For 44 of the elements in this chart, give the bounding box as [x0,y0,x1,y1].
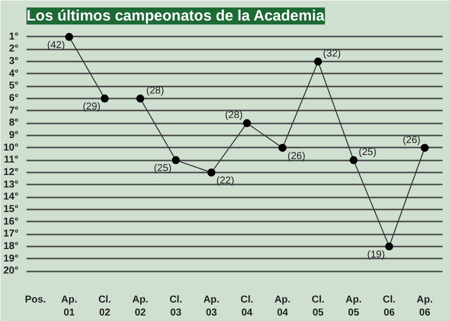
x-tick-label: Cl. 05 [312,294,325,319]
x-tick-label: Ap. 03 [203,294,220,319]
x-tick-label: Ap. 04 [274,294,291,319]
y-tick-label: 18° [3,240,19,252]
y-tick-label: 13° [3,179,19,190]
annotation: (19) [367,249,385,260]
annotation: (28) [224,110,243,122]
x-tick-label: Ap. 05 [346,294,362,319]
y-tick-label: 4° [8,68,18,80]
annotation: (25) [358,147,376,158]
chart-title: Los últimos campeonatos de la Academia [26,8,326,24]
x-axis-title: Pos. [24,294,46,306]
y-tick-label: 17° [3,228,19,240]
x-tick-label: Cl. 03 [169,294,182,319]
y-tick-label: 7° [8,105,18,116]
annotation: (28) [146,86,164,97]
y-tick-label: 14° [3,192,19,203]
y-tick-label: 20° [3,266,19,277]
x-tick-label: Ap. 06 [416,294,433,319]
y-tick-label: 16° [3,216,19,228]
y-tick-label: 11° [4,154,19,166]
annotation: (25) [154,163,172,174]
y-tick-label: 9° [8,130,18,142]
y-tick-label: 19° [3,253,19,264]
annotation: (42) [47,40,65,51]
y-tick-label: 1° [8,31,18,42]
x-tick-label: Cl. 02 [98,294,112,319]
y-tick-label: 5° [8,80,18,92]
annotation: (22) [216,175,234,186]
annotation: (32) [323,48,341,60]
y-tick-label: 8° [8,118,18,129]
x-tick-label: Ap. 02 [132,294,149,319]
annotation: (26) [288,150,306,162]
annotation: (29) [82,102,101,113]
annotation: (26) [402,134,421,146]
y-tick-label: 2° [8,44,18,55]
y-tick-label: 12° [3,166,19,178]
y-tick-label: 10° [3,142,19,154]
x-tick-label: Cl. 04 [240,294,254,319]
y-tick-label: 15° [3,204,19,215]
x-tick-label: Ap. 01 [61,294,78,319]
x-tick-label: Cl. 06 [382,294,396,319]
y-tick-label: 3° [8,56,18,68]
y-tick-label: 6° [8,93,18,104]
